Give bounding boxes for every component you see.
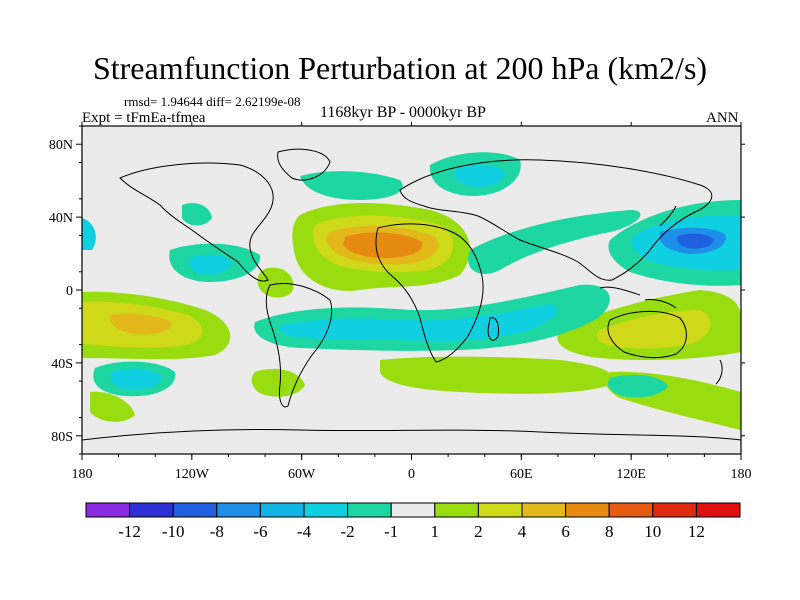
lat-label: 80N xyxy=(49,138,73,153)
colorbar-swatch xyxy=(477,502,523,518)
colorbar-label: -1 xyxy=(384,522,398,541)
contour-band-south-indian xyxy=(380,356,613,394)
lon-axis: 180 120W 60W 0 60E 120E 180 xyxy=(72,467,752,482)
colorbar-label: -4 xyxy=(297,522,312,541)
lat-ticks xyxy=(76,125,745,455)
colorbar-swatch xyxy=(652,502,697,518)
colorbar-label: -6 xyxy=(253,522,267,541)
lon-label: 0 xyxy=(408,467,415,482)
coastline-north-america xyxy=(119,162,274,282)
colorbar xyxy=(85,502,741,518)
colorbar-swatch xyxy=(695,502,741,518)
colorbar-label: 8 xyxy=(605,522,614,541)
contour-band-south-pacific-2 xyxy=(110,368,162,390)
coastline-new-zealand xyxy=(715,359,723,385)
coastline-africa xyxy=(375,223,484,363)
lon-label: 120W xyxy=(175,467,210,482)
colorbar-label: -8 xyxy=(210,522,224,541)
colorbar-swatch xyxy=(434,502,479,518)
coastline-south-america xyxy=(265,282,333,408)
rmsd-stats: rmsd= 1.94644 diff= 2.62199e-08 xyxy=(124,94,301,109)
colorbar-label: -2 xyxy=(341,522,355,541)
colorbar-swatch xyxy=(390,502,436,518)
contour-band-west-edge xyxy=(82,218,96,250)
colorbar-swatch xyxy=(216,502,261,518)
lon-label: 120E xyxy=(616,467,646,482)
lon-label: 180 xyxy=(731,467,752,482)
colorbar-label: 1 xyxy=(431,522,440,541)
colorbar-label: -10 xyxy=(162,522,185,541)
contour-band-southern-ocean xyxy=(608,374,668,398)
contour-band-north-atlantic xyxy=(300,171,403,200)
contour-band-arctic-europe-2 xyxy=(454,164,505,188)
coastline-greenland xyxy=(277,148,331,181)
colorbar-label: 2 xyxy=(474,522,483,541)
contour-band-se-pacific-6 xyxy=(109,313,172,335)
contour-band-south-atlantic xyxy=(251,368,305,397)
colorbar-label: 10 xyxy=(644,522,661,541)
colorbar-label: 12 xyxy=(688,522,705,541)
field-background xyxy=(82,126,741,454)
colorbar-swatch xyxy=(303,502,349,518)
coastline-madagascar xyxy=(487,317,499,341)
lon-label: 60E xyxy=(510,467,533,482)
contour-band-central-america xyxy=(257,267,294,298)
coastlines xyxy=(82,148,741,441)
contour-field xyxy=(82,126,741,454)
coastline-australia xyxy=(607,310,687,359)
contour-band-southern-tropics-2 xyxy=(278,304,558,341)
contour-band-nw-pacific-6 xyxy=(677,233,714,249)
season-label: ANN xyxy=(706,110,739,126)
contour-band-positive-8 xyxy=(343,232,423,258)
colorbar-label: 6 xyxy=(561,522,570,541)
contour-band-australia-4 xyxy=(596,310,711,349)
colorbar-swatch xyxy=(521,502,567,518)
lon-ticks xyxy=(81,122,742,460)
lat-label: 40N xyxy=(49,211,73,226)
coastline-japan xyxy=(659,205,677,227)
colorbar-swatch xyxy=(259,502,305,518)
colorbar-label: 4 xyxy=(518,522,527,541)
coastline-indonesia xyxy=(599,286,677,309)
lat-label: 80S xyxy=(51,430,73,445)
lat-label: 0 xyxy=(66,284,73,299)
contour-band-north-america-2 xyxy=(188,254,232,275)
contour-band-eurasia xyxy=(468,210,641,274)
colorbar-swatch xyxy=(608,502,654,518)
contour-band-southern-pacific xyxy=(90,391,135,422)
colorbar-labels: -12 -10 -8 -6 -4 -2 -1 1 2 4 6 8 10 12 xyxy=(118,522,705,541)
figure-title: Streamfunction Perturbation at 200 hPa (… xyxy=(92,50,708,86)
lon-label: 180 xyxy=(72,467,93,482)
colorbar-swatch xyxy=(85,502,131,518)
coastline-eurasia xyxy=(399,159,713,281)
lat-label: 40S xyxy=(51,357,73,372)
colorbar-swatch xyxy=(172,502,218,518)
colorbar-swatch xyxy=(565,502,610,518)
colorbar-swatch xyxy=(129,502,174,518)
period-label: 1168kyr BP - 0000kyr BP xyxy=(320,104,486,121)
lon-label: 60W xyxy=(288,467,316,482)
lat-axis: 80N 40N 0 40S 80S xyxy=(49,138,73,445)
contour-band-north-pacific xyxy=(182,203,212,226)
colorbar-swatch xyxy=(347,502,392,518)
colorbar-label: -12 xyxy=(118,522,141,541)
experiment-label: Expt = tFmEa-tfmea xyxy=(82,110,206,126)
coastline-antarctica xyxy=(82,429,741,441)
